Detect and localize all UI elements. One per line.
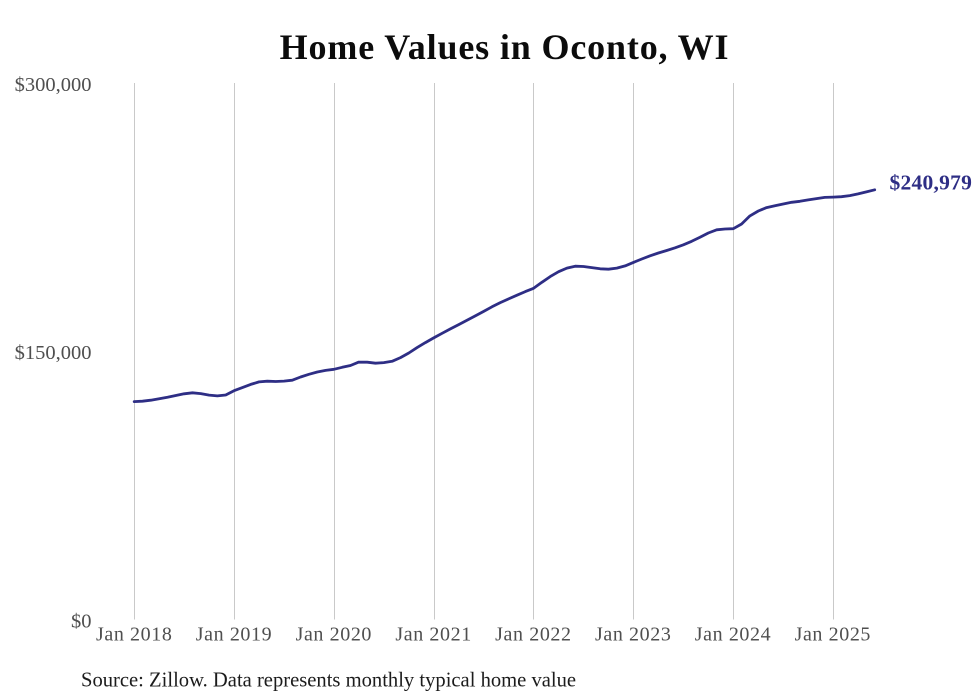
svg-text:Jan 2021: Jan 2021	[395, 624, 471, 646]
svg-text:Jan 2019: Jan 2019	[196, 624, 272, 646]
svg-text:Jan 2024: Jan 2024	[695, 624, 771, 646]
svg-text:$300,000: $300,000	[15, 74, 92, 96]
svg-text:Jan 2025: Jan 2025	[795, 624, 871, 646]
svg-text:Jan 2020: Jan 2020	[296, 624, 372, 646]
svg-text:Jan 2022: Jan 2022	[495, 624, 571, 646]
svg-text:$150,000: $150,000	[15, 342, 92, 364]
svg-text:Jan 2023: Jan 2023	[595, 624, 671, 646]
svg-text:Source: Zillow. Data represent: Source: Zillow. Data represents monthly …	[81, 669, 576, 691]
svg-text:Home Values in Oconto, WI: Home Values in Oconto, WI	[280, 27, 730, 67]
svg-text:$0: $0	[71, 610, 92, 632]
svg-text:$240,979: $240,979	[890, 171, 973, 195]
svg-text:Jan 2018: Jan 2018	[96, 624, 172, 646]
